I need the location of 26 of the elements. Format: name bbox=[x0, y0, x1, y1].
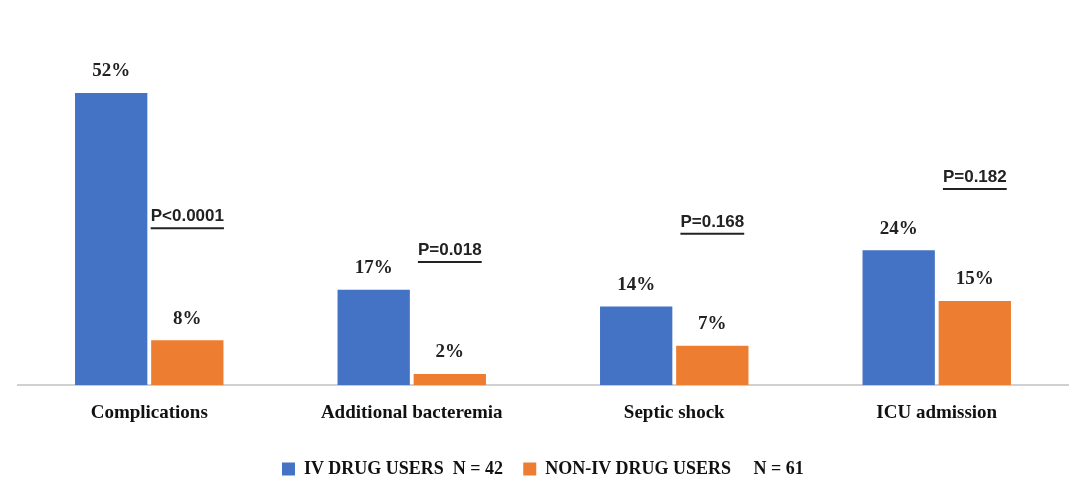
bar bbox=[413, 373, 486, 386]
data-label: 14% bbox=[617, 272, 656, 294]
bar bbox=[676, 345, 749, 386]
legend-label: NON-IV DRUG USERS N = 61 bbox=[545, 457, 804, 478]
bar bbox=[600, 306, 673, 386]
annotation: P<0.0001 bbox=[150, 206, 224, 226]
data-label: 7% bbox=[698, 312, 727, 334]
annotation: P=0.018 bbox=[417, 240, 482, 260]
bar bbox=[151, 340, 224, 386]
bar bbox=[75, 92, 148, 386]
bar bbox=[862, 250, 935, 386]
x-tick-label: Complications bbox=[90, 400, 208, 422]
data-label: 8% bbox=[173, 306, 202, 328]
x-tick-label: Additional bacteremia bbox=[320, 400, 504, 422]
data-label: 17% bbox=[354, 256, 393, 278]
legend-label: IV DRUG USERS N = 42 bbox=[303, 457, 503, 478]
x-tick-label: Septic shock bbox=[623, 400, 726, 422]
data-label: 24% bbox=[879, 216, 918, 238]
data-label: 2% bbox=[435, 340, 465, 362]
bar bbox=[337, 289, 410, 386]
data-label: 52% bbox=[92, 59, 131, 81]
annotation: P=0.168 bbox=[680, 212, 745, 232]
data-label: 15% bbox=[955, 267, 994, 289]
annotation: P=0.182 bbox=[942, 167, 1007, 187]
x-tick-label: ICU admission bbox=[876, 400, 998, 422]
bar bbox=[938, 300, 1011, 386]
